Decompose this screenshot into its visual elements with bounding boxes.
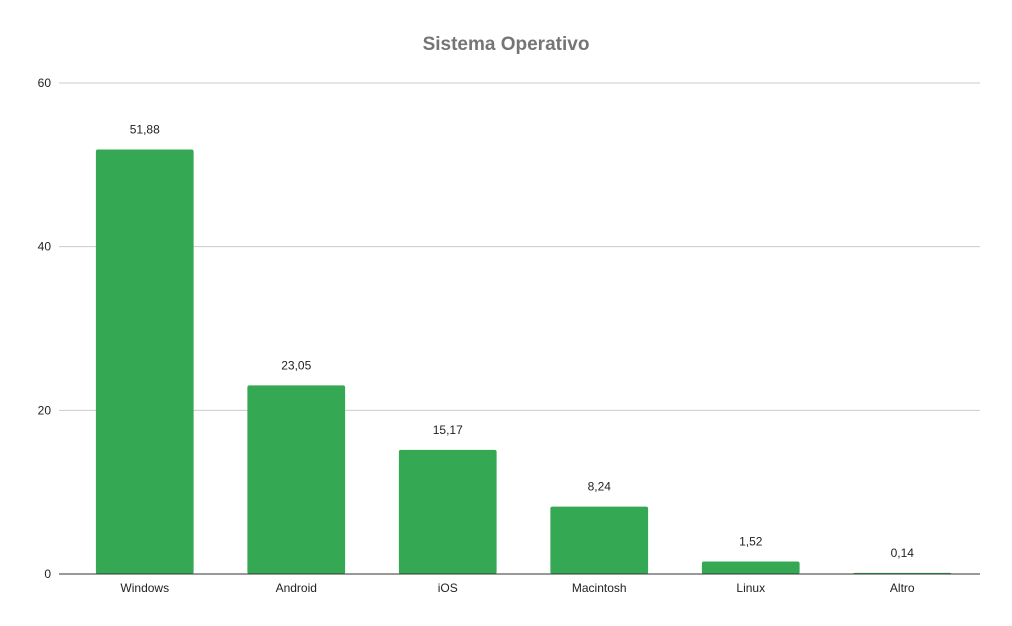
x-tick-label: Linux — [736, 581, 765, 595]
bar-windows[interactable] — [95, 149, 194, 574]
data-label: 8,24 — [588, 480, 612, 494]
y-tick-label: 0 — [44, 567, 51, 581]
x-axis-ticks: Windows Android iOS Macintosh Linux Altro — [120, 581, 915, 595]
data-label: 51,88 — [130, 122, 160, 136]
data-label: 1,52 — [739, 535, 763, 549]
data-label: 0,14 — [891, 546, 915, 560]
data-label: 23,05 — [281, 358, 311, 372]
x-tick-label: Android — [276, 581, 317, 595]
gridlines — [59, 82, 980, 411]
y-tick-label: 40 — [38, 240, 52, 254]
y-tick-label: 60 — [38, 76, 52, 90]
bar-android[interactable] — [247, 385, 346, 574]
x-tick-label: iOS — [438, 581, 458, 595]
x-tick-label: Windows — [120, 581, 169, 595]
bar-macintosh[interactable] — [550, 506, 649, 574]
y-axis-ticks: 0 20 40 60 — [38, 76, 52, 581]
bars — [95, 149, 952, 574]
data-label: 15,17 — [433, 423, 463, 437]
y-tick-label: 20 — [38, 403, 52, 417]
chart-title: Sistema Operativo — [423, 34, 590, 55]
bar-linux[interactable] — [701, 561, 800, 574]
bar-ios[interactable] — [398, 449, 497, 574]
x-tick-label: Altro — [890, 581, 915, 595]
x-tick-label: Macintosh — [572, 581, 627, 595]
data-labels: 51,88 23,05 15,17 8,24 1,52 0,14 — [130, 122, 915, 559]
